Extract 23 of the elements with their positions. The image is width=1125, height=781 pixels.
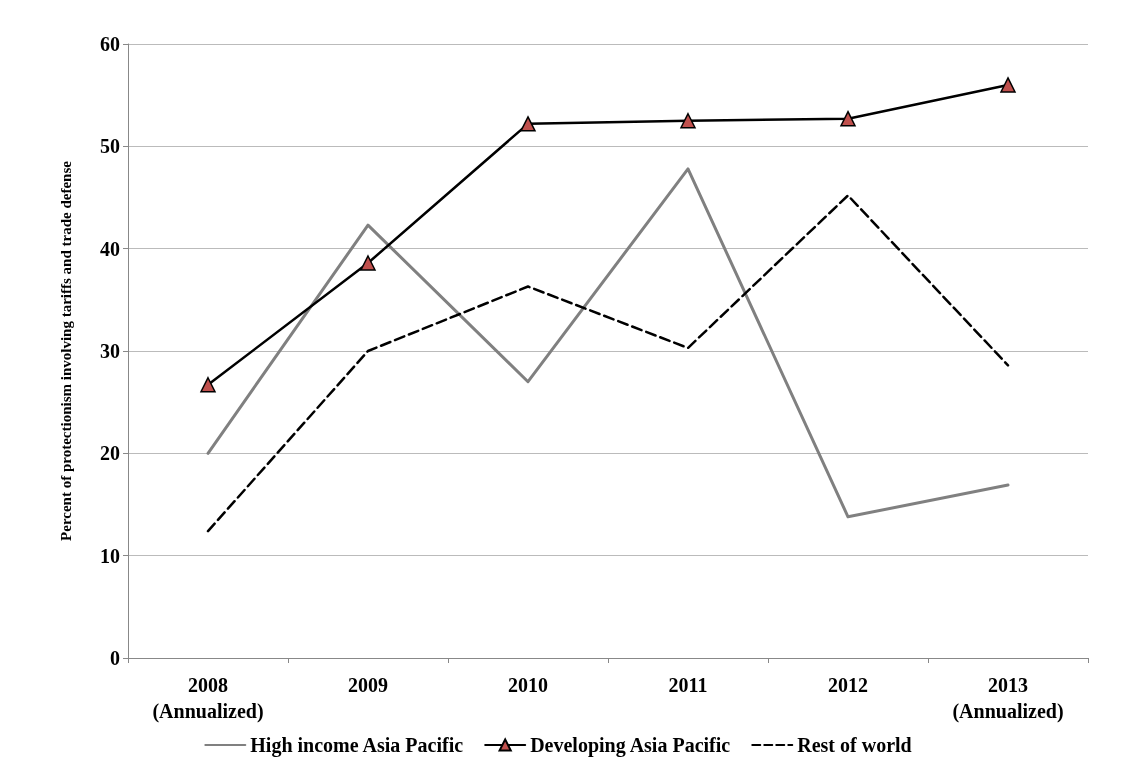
y-tick-label: 60 [100,33,120,55]
legend-label: Rest of world [797,734,912,756]
point [840,110,856,127]
y-tick-label: 50 [100,135,120,158]
point [680,113,696,129]
x-tick-label: 2012 [828,674,868,696]
point [360,255,376,271]
y-tick-label: 40 [100,237,120,260]
legend-label: High income Asia Pacific [250,734,464,757]
x-tick-label: 2009 [348,674,388,696]
point [1000,77,1016,93]
point [200,377,216,393]
x-tick-label: 2010 [508,674,548,696]
y-tick-label: 10 [100,544,120,567]
point [520,116,536,132]
y-tick-label: 30 [100,340,120,362]
y-axis-title: Percent of protectionism involving tariffs and trade defense [57,160,74,541]
y-tick-label: 20 [100,442,120,465]
y-tick-label: 0 [110,647,120,669]
x-tick-label: 2011 [668,674,708,696]
x-tick-label: 2008 (Annualized) [152,674,264,723]
x-tick-label: 2013 (Annualized) [952,674,1064,723]
legend-label: Developing Asia Pacific [530,734,731,757]
